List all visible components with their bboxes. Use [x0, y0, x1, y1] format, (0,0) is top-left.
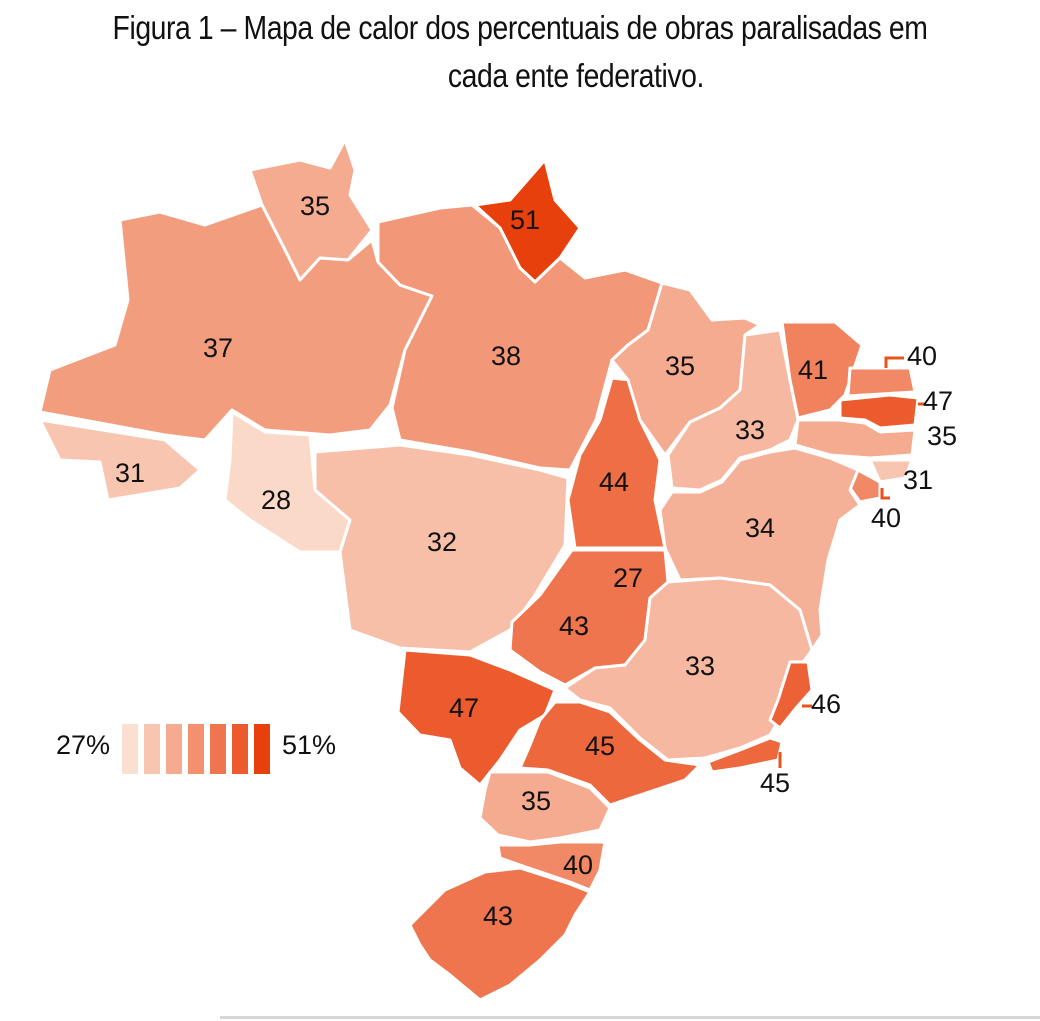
state-value-ac: 31 [115, 458, 145, 488]
state-value-rn: 40 [907, 341, 937, 371]
state-value-se: 40 [871, 503, 901, 533]
state-pb [838, 393, 920, 430]
state-value-mt: 32 [427, 527, 457, 557]
state-sp [518, 700, 702, 807]
leader-rn [884, 356, 904, 368]
state-value-rs: 43 [483, 901, 513, 931]
state-am [38, 203, 434, 442]
state-value-es: 46 [811, 689, 841, 719]
state-value-rj: 45 [760, 768, 790, 798]
title-line-2: cada ente federativo. [447, 57, 704, 94]
state-value-rr: 35 [300, 191, 330, 221]
legend-swatch-3 [166, 724, 182, 774]
leader-se [880, 488, 890, 500]
legend-swatch-5 [210, 724, 226, 774]
state-value-ap: 51 [510, 205, 540, 235]
state-value-ba: 34 [745, 513, 775, 543]
map-title: Figura 1 – Mapa de calor dos percentuais… [73, 4, 967, 100]
legend-min-label: 27% [56, 730, 111, 760]
state-ce [780, 320, 864, 420]
state-value-pb: 47 [923, 386, 953, 416]
state-value-ce: 41 [798, 355, 828, 385]
state-mg [563, 576, 814, 762]
state-rn [846, 366, 917, 398]
state-value-go: 43 [559, 611, 589, 641]
legend-swatch-4 [188, 724, 204, 774]
state-value-am: 37 [203, 333, 233, 363]
state-rj [706, 736, 784, 774]
state-value-df: 27 [613, 563, 643, 593]
legend-swatch-6 [232, 724, 248, 774]
state-value-al: 31 [903, 465, 933, 495]
state-value-to: 44 [599, 467, 629, 497]
legend-scale [122, 724, 270, 774]
state-sc [496, 840, 607, 892]
state-es [768, 660, 814, 730]
state-value-mg: 33 [685, 651, 715, 681]
state-ms [396, 648, 557, 787]
state-value-pa: 38 [491, 341, 521, 371]
legend-swatch-2 [144, 724, 160, 774]
state-ac [38, 418, 202, 502]
legend-swatch-7 [254, 724, 270, 774]
state-al [868, 458, 914, 484]
state-value-sp: 45 [585, 731, 615, 761]
legend-max-label: 51% [282, 730, 337, 760]
state-value-pi: 33 [735, 415, 765, 445]
state-rs [408, 866, 592, 1002]
legend-swatch-1 [122, 724, 138, 774]
state-pr [478, 770, 612, 844]
state-pe [793, 418, 917, 460]
title-line-1: Figura 1 – Mapa de calor dos percentuais… [112, 9, 928, 46]
state-value-pr: 35 [521, 786, 551, 816]
divider [220, 1016, 1040, 1019]
state-value-sc: 40 [563, 850, 593, 880]
state-value-ma: 35 [665, 351, 695, 381]
state-value-ro: 28 [261, 485, 291, 515]
state-value-pe: 35 [927, 421, 957, 451]
state-value-ms: 47 [449, 693, 479, 723]
